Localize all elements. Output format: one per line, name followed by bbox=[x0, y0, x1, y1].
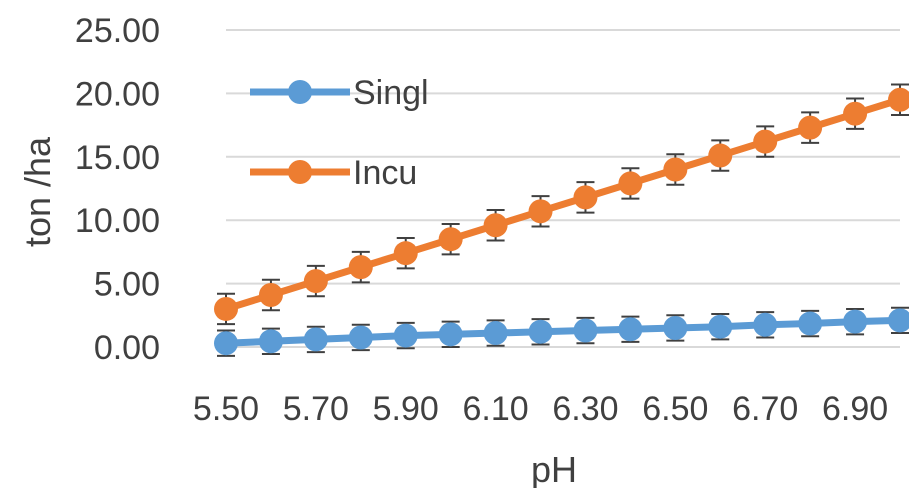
legend-marker bbox=[288, 80, 312, 104]
data-point bbox=[528, 199, 553, 224]
legend-item: Singl bbox=[250, 74, 429, 112]
y-axis-label: ton /ha bbox=[17, 136, 58, 247]
data-point bbox=[258, 329, 283, 354]
data-point bbox=[843, 309, 868, 334]
series-layer bbox=[214, 83, 909, 357]
data-point bbox=[708, 143, 733, 168]
x-axis-label: pH bbox=[531, 449, 577, 488]
data-point bbox=[214, 331, 238, 356]
data-point bbox=[888, 308, 909, 333]
y-tick-label: 10.00 bbox=[75, 202, 160, 240]
data-point bbox=[303, 269, 328, 294]
series-line bbox=[224, 96, 902, 313]
y-tick-label: 5.00 bbox=[94, 266, 160, 304]
series-line bbox=[225, 316, 901, 347]
legend-label: Incu bbox=[353, 154, 417, 192]
x-tick-label: 6.10 bbox=[463, 390, 529, 428]
data-point bbox=[258, 283, 283, 308]
data-point bbox=[663, 315, 688, 340]
legend-marker bbox=[288, 160, 312, 184]
x-tick-label: 6.90 bbox=[822, 390, 888, 428]
x-tick-label: 5.50 bbox=[193, 390, 259, 428]
series-incu bbox=[214, 83, 909, 326]
x-tick-label: 5.70 bbox=[283, 390, 349, 428]
data-point bbox=[348, 325, 373, 350]
data-point bbox=[843, 101, 868, 126]
x-tick-label: 6.70 bbox=[732, 390, 798, 428]
data-point bbox=[393, 241, 418, 266]
data-point bbox=[483, 213, 508, 238]
y-tick-label: 20.00 bbox=[75, 75, 160, 113]
data-point bbox=[888, 87, 909, 112]
data-point bbox=[438, 227, 463, 252]
legend: Singl Incu bbox=[250, 74, 429, 192]
x-tick-label: 6.50 bbox=[642, 390, 708, 428]
y-axis-ticks: 0.00 5.00 10.00 15.00 20.00 25.00 bbox=[75, 12, 160, 367]
data-point bbox=[663, 157, 688, 182]
data-point bbox=[393, 323, 418, 348]
data-point bbox=[483, 321, 508, 346]
data-point bbox=[438, 322, 463, 347]
data-point bbox=[303, 327, 328, 352]
data-point bbox=[573, 185, 598, 210]
y-tick-label: 25.00 bbox=[75, 12, 160, 50]
data-point bbox=[214, 296, 238, 321]
data-point bbox=[708, 314, 733, 339]
data-point bbox=[573, 318, 598, 343]
series-singl bbox=[214, 306, 909, 357]
data-point bbox=[348, 255, 373, 280]
gridlines bbox=[226, 29, 900, 348]
x-tick-label: 5.90 bbox=[373, 390, 439, 428]
data-point bbox=[753, 129, 778, 154]
x-tick-label: 6.30 bbox=[552, 390, 618, 428]
data-point bbox=[753, 312, 778, 337]
data-point bbox=[528, 319, 553, 344]
y-tick-label: 0.00 bbox=[94, 329, 160, 367]
y-tick-label: 15.00 bbox=[75, 139, 160, 177]
data-point bbox=[618, 317, 643, 342]
data-point bbox=[798, 311, 823, 336]
data-point bbox=[618, 171, 643, 196]
legend-item: Incu bbox=[250, 154, 417, 192]
data-point bbox=[798, 115, 823, 140]
x-axis-ticks: 5.50 5.70 5.90 6.10 6.30 6.50 6.70 6.90 bbox=[193, 390, 888, 428]
legend-label: Singl bbox=[353, 74, 429, 112]
